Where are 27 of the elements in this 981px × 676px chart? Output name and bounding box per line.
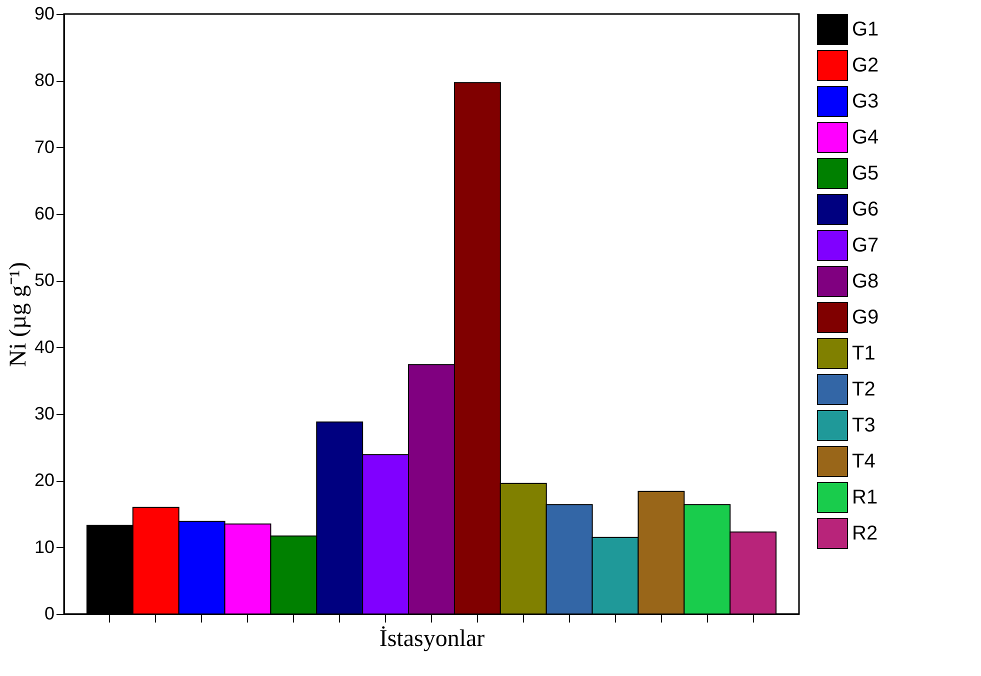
legend-label: G1 xyxy=(852,18,879,40)
y-tick-label: 50 xyxy=(34,270,54,290)
legend-label: G9 xyxy=(852,306,879,328)
legend-label: R2 xyxy=(852,522,878,544)
y-tick-label: 80 xyxy=(34,70,54,90)
y-tick-label: 0 xyxy=(44,604,54,624)
legend-label: G5 xyxy=(852,162,879,184)
y-tick-label: 90 xyxy=(34,4,54,24)
y-tick-label: 60 xyxy=(34,204,54,224)
y-tick-label: 10 xyxy=(34,536,54,557)
legend-label: T4 xyxy=(852,450,876,472)
legend-label: G2 xyxy=(852,54,879,76)
legend-label: G3 xyxy=(852,90,879,112)
legend-label: T2 xyxy=(852,378,876,400)
y-tick-label: 20 xyxy=(34,470,54,490)
legend-label: R1 xyxy=(852,486,878,508)
y-axis-title: Ni (µg g⁻¹) xyxy=(5,262,32,368)
legend-label: T3 xyxy=(852,414,876,436)
y-tick-label: 70 xyxy=(34,136,54,157)
legend-label: G8 xyxy=(852,270,879,292)
legend-label: G4 xyxy=(852,126,879,148)
y-tick-label: 30 xyxy=(34,404,54,424)
y-tick-label: 40 xyxy=(34,336,54,357)
legend-label: G7 xyxy=(852,234,879,256)
x-axis-title: İstasyonlar xyxy=(379,626,485,652)
legend-label: G6 xyxy=(852,198,879,220)
legend-label: T1 xyxy=(852,342,876,364)
